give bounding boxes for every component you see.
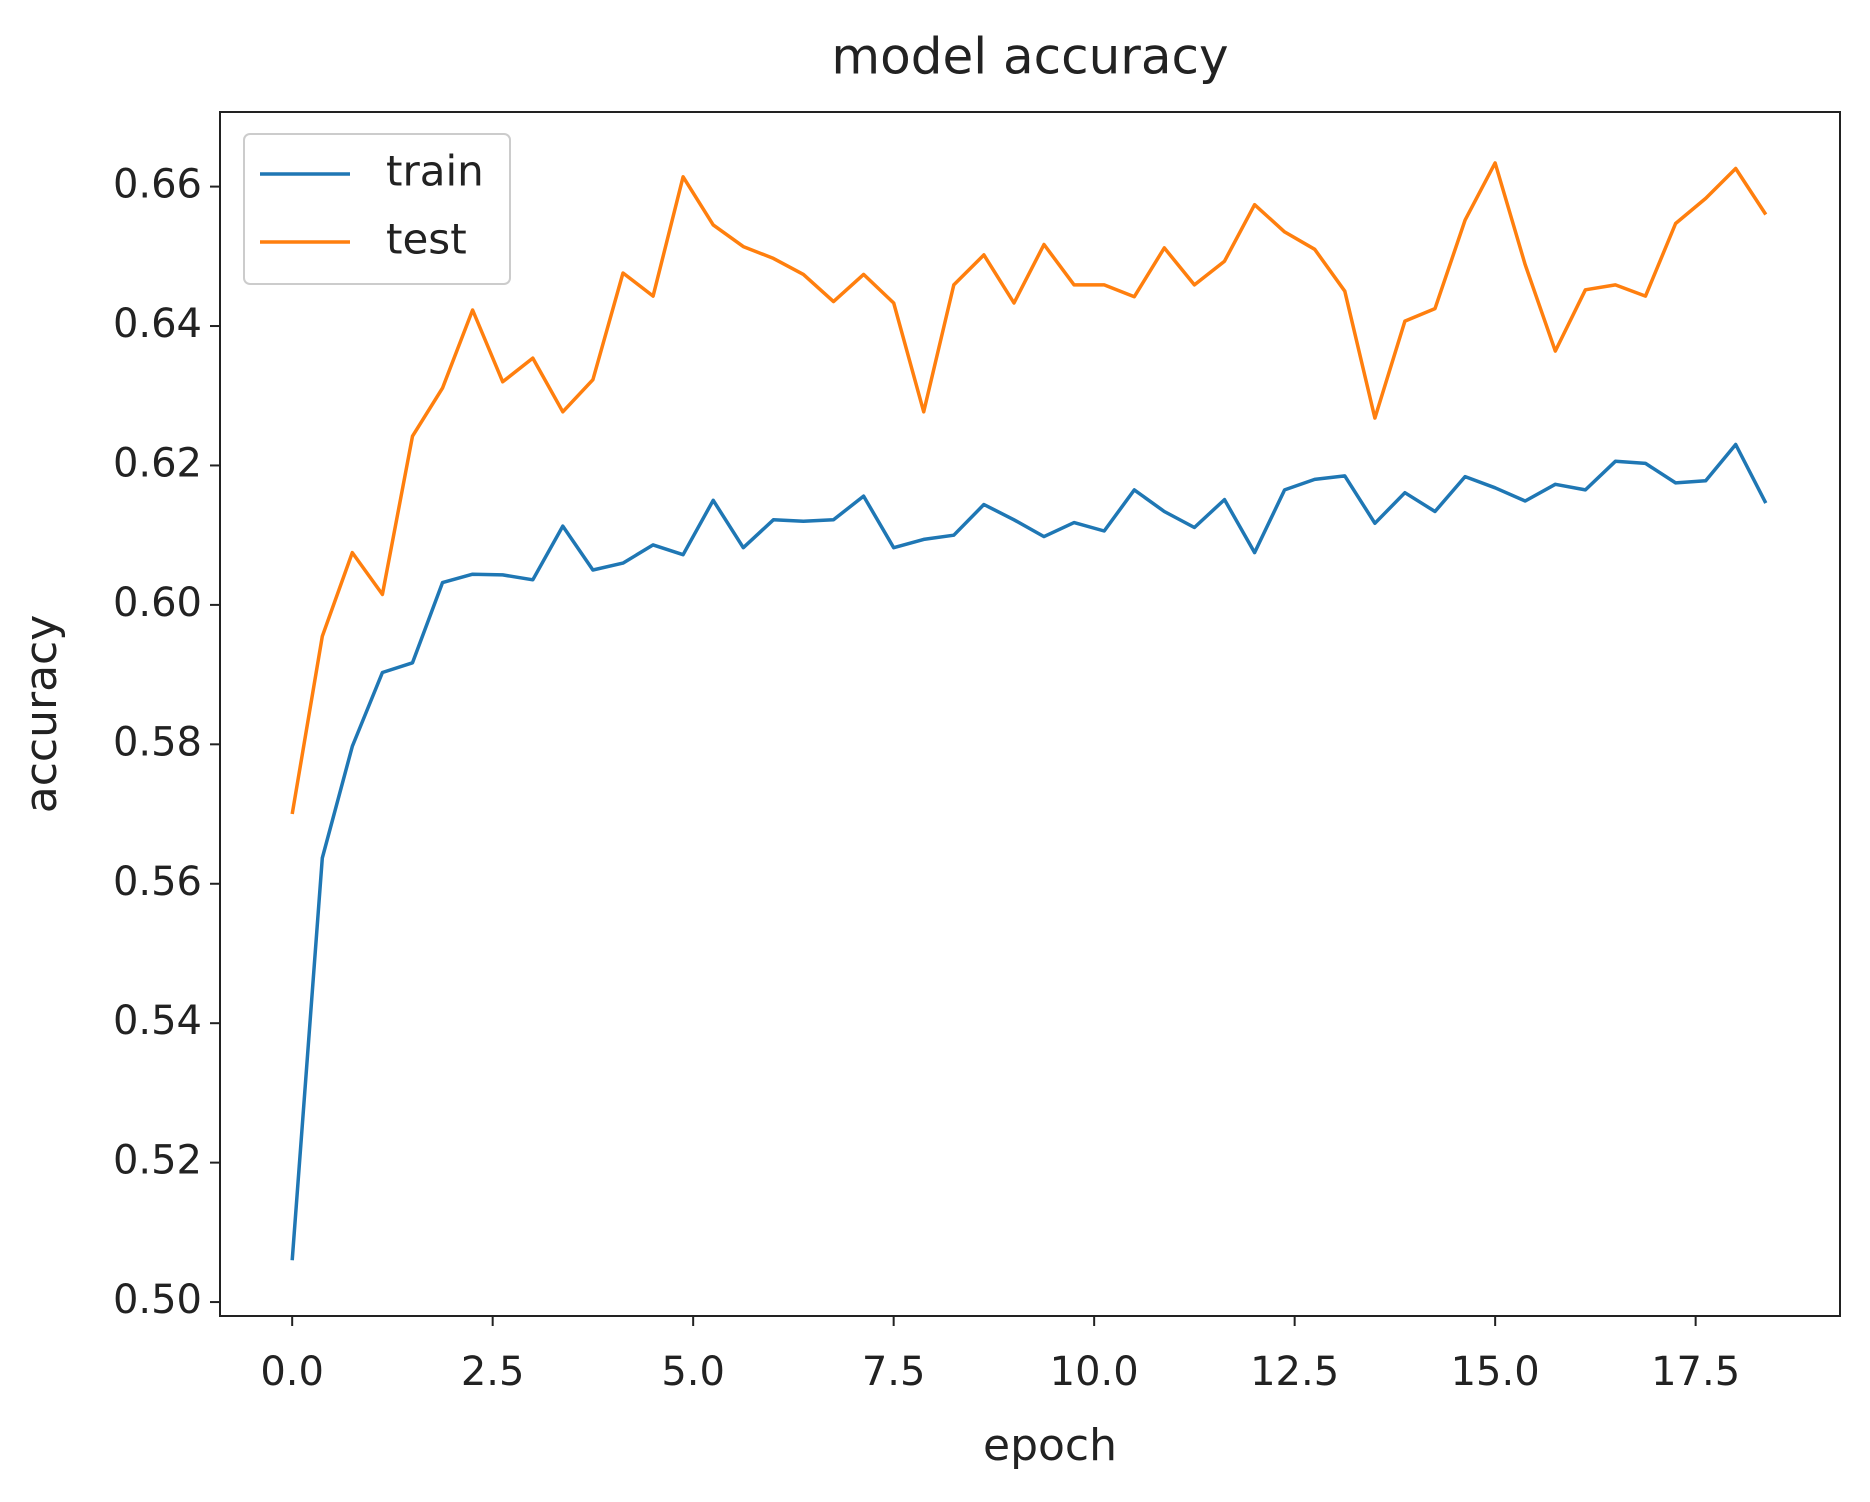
legend-label: train	[386, 147, 484, 196]
y-axis-label: accuracy	[16, 615, 67, 814]
y-tick-label: 0.62	[113, 440, 202, 486]
plot-frame	[219, 111, 1841, 1317]
x-tick-label: 5.0	[661, 1349, 725, 1395]
x-tick-label: 10.0	[1050, 1349, 1139, 1395]
y-tick-label: 0.54	[113, 998, 202, 1044]
chart-title: model accuracy	[831, 28, 1228, 86]
legend-label: test	[386, 215, 467, 264]
y-tick-label: 0.64	[113, 301, 202, 347]
x-tick-label: 2.5	[461, 1349, 525, 1395]
line-series	[290, 442, 1768, 1261]
y-tick-label: 0.52	[113, 1138, 202, 1184]
x-tick-label: 12.5	[1250, 1349, 1339, 1395]
y-tick-label: 0.66	[113, 162, 202, 208]
x-tick-label: 15.0	[1451, 1349, 1540, 1395]
line-series	[290, 161, 1768, 815]
x-tick-label: 0.0	[260, 1349, 324, 1395]
y-tick-label: 0.58	[113, 719, 202, 765]
x-tick-label: 17.5	[1651, 1349, 1740, 1395]
y-tick-label: 0.60	[113, 580, 202, 626]
x-tick-label: 7.5	[862, 1349, 926, 1395]
y-tick-label: 0.56	[113, 859, 202, 905]
legend-box	[243, 133, 511, 285]
y-tick-label: 0.50	[113, 1277, 202, 1323]
x-axis-label: epoch	[983, 1420, 1117, 1471]
